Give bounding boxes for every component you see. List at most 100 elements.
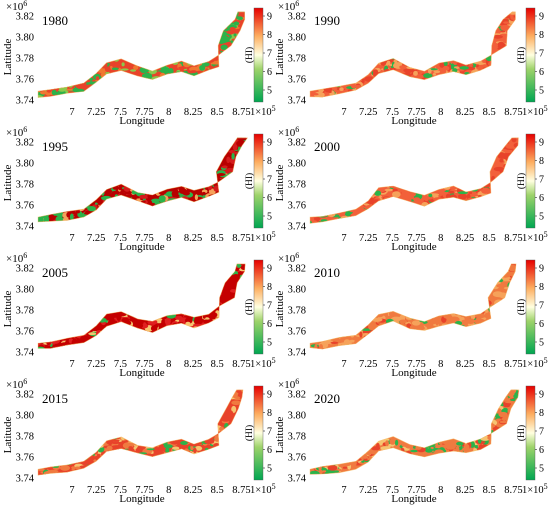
- hi-patch: [180, 441, 188, 445]
- hi-patch: [111, 67, 119, 71]
- hi-patch: [496, 283, 506, 288]
- x-tick-label: 8: [438, 107, 443, 118]
- colorbar-tick-label: 5: [267, 86, 272, 97]
- hi-patch: [476, 316, 482, 323]
- river-corridor-outline: [37, 263, 246, 349]
- hi-patch: [401, 192, 406, 198]
- y-exponent-label: ×106: [6, 251, 27, 265]
- river-corridor-base: [38, 11, 245, 98]
- hi-patch: [423, 73, 433, 79]
- x-tick-label: 8: [166, 233, 171, 244]
- hi-patch: [224, 426, 234, 432]
- x-axis-label: Longitude: [391, 241, 436, 253]
- hi-patch: [110, 313, 119, 318]
- y-exponent-label: ×106: [278, 0, 299, 13]
- hi-patch: [112, 186, 121, 190]
- hi-patch: [516, 268, 517, 273]
- hi-patch: [149, 320, 158, 323]
- y-tick-label: 3.78: [288, 432, 306, 443]
- x-tick-label: 7: [69, 107, 74, 118]
- x-tick-label: 8.5: [211, 359, 224, 370]
- colorbar-tick-label: 9: [539, 264, 544, 275]
- x-tick-label: 7.5: [386, 233, 399, 244]
- hi-patch: [450, 63, 455, 70]
- hi-patch: [374, 311, 384, 318]
- hi-patch: [239, 274, 244, 280]
- hi-patch: [513, 142, 519, 148]
- hi-patch: [48, 214, 55, 219]
- colorbar-tick-label: 5: [539, 464, 544, 475]
- x-tick-label: 8.25: [456, 233, 474, 244]
- hi-patch: [220, 305, 231, 312]
- x-exponent-power: 5: [544, 230, 548, 239]
- y-tick-label: 3.82: [288, 264, 306, 275]
- x-tick-label: 7.25: [87, 233, 105, 244]
- hi-patch: [504, 168, 508, 173]
- hi-patch: [141, 72, 153, 79]
- y-exponent-base: ×10: [6, 1, 24, 13]
- y-axis-label: Latitude: [2, 291, 14, 328]
- hi-patch: [318, 86, 324, 94]
- hi-patch: [118, 185, 123, 191]
- hi-patch: [433, 197, 443, 202]
- hi-patch: [428, 68, 432, 74]
- y-tick-label: 3.78: [16, 180, 34, 191]
- hi-patch: [215, 312, 227, 319]
- x-tick-label: 7: [341, 233, 346, 244]
- hi-patch: [71, 466, 76, 471]
- hi-patch: [105, 437, 114, 445]
- hi-patch: [504, 400, 516, 404]
- hi-patch: [120, 68, 129, 71]
- x-tick-label: 7.75: [135, 359, 153, 370]
- x-tick-label: 8.25: [184, 359, 202, 370]
- hi-patch: [339, 87, 344, 91]
- x-axis-label: Longitude: [391, 115, 436, 127]
- hi-patch: [390, 316, 402, 322]
- hi-patch: [499, 420, 507, 424]
- colorbar-tick-label: 5: [267, 212, 272, 223]
- x-tick-label: 8.75: [232, 485, 250, 496]
- y-exponent-power: 6: [295, 377, 299, 386]
- hi-patch: [310, 470, 320, 475]
- hi-patch: [370, 446, 381, 451]
- x-exponent-label: 1×105: [522, 230, 548, 244]
- hi-patch: [229, 27, 236, 32]
- hi-patch: [40, 91, 48, 95]
- hi-patch: [487, 436, 491, 440]
- hi-patch: [447, 443, 455, 447]
- colorbar-tick-label: 7: [539, 301, 544, 312]
- x-exponent-base: 1×10: [250, 107, 272, 118]
- hi-patch: [468, 191, 473, 195]
- hi-patch: [310, 217, 315, 221]
- hi-patch: [502, 414, 506, 422]
- hi-patch: [147, 443, 156, 449]
- x-exponent-label: 1×105: [522, 356, 548, 370]
- hi-patch: [345, 462, 351, 466]
- x-tick-label: 7: [341, 485, 346, 496]
- x-tick-label: 8: [166, 485, 171, 496]
- hi-patch: [405, 70, 411, 76]
- hi-patch: [503, 149, 513, 154]
- hi-patch: [497, 303, 505, 307]
- y-exponent-base: ×10: [278, 1, 296, 13]
- hi-patch: [386, 60, 391, 65]
- colorbar-tick-label: 8: [539, 408, 544, 419]
- hi-patch: [365, 450, 372, 456]
- hi-patch: [204, 439, 215, 444]
- hi-patch: [322, 470, 327, 473]
- hi-patch: [222, 55, 231, 59]
- hi-patch: [194, 194, 198, 201]
- hi-patch: [93, 85, 98, 88]
- hi-patch: [501, 173, 508, 177]
- panel-year-label: 2010: [314, 265, 340, 280]
- hi-patch: [478, 64, 487, 68]
- hi-patch: [106, 445, 113, 451]
- y-exponent-power: 6: [23, 251, 27, 260]
- hi-patch: [161, 318, 166, 326]
- x-tick-label: 8.5: [211, 485, 224, 496]
- hi-patch: [488, 42, 499, 49]
- hi-patch: [91, 81, 102, 85]
